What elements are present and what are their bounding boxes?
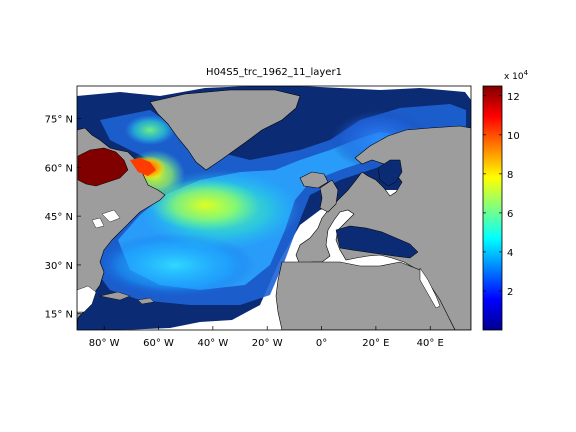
subpolar-plume [150,179,260,231]
great-lakes [91,209,121,229]
lat-tick-label: 30° N [45,261,73,272]
lon-tick-label: 40° W [197,338,228,349]
map-frame [76,85,472,331]
colorbar-tick-label: 12 [507,92,520,103]
lon-tick-label: 20° W [252,338,283,349]
greenland-land [149,89,301,171]
lon-tick-label: 0° [316,338,327,349]
map-title: H04S5_trc_1962_11_layer1 [206,67,342,78]
britain-land [319,179,339,213]
colorbar-tick-label: 10 [507,131,520,142]
red-sea [419,267,441,309]
mediterranean-sea [335,225,419,259]
iceland-land [299,171,329,189]
hudson-strait [130,158,156,176]
lat-tick-label: 75° N [45,115,73,126]
lat-tick-label: 60° N [45,163,73,174]
lat-tick-label: 45° N [45,212,73,223]
map-area [77,86,471,330]
caribbean-islands [99,291,155,305]
colorbar-axis: 2 4 6 8 10 12 [483,92,520,298]
lon-tick-label: 80° W [89,338,120,349]
lon-tick-label: 40° E [417,338,444,349]
colorbar: 2 4 6 8 10 12 x 104 [482,69,529,331]
lon-tick-label: 60° W [143,338,174,349]
gulf-of-mexico [77,285,97,313]
colorbar-exponent: x 104 [504,69,529,82]
colorbar-gradient [482,85,503,331]
lat-tick-label: 15° N [45,310,73,321]
lat-axis: 15° N 30° N 45° N 60° N 75° N [45,115,81,321]
colorbar-tick-label: 6 [507,209,513,220]
baltic-sea [377,159,403,187]
colorbar-tick-label: 4 [507,248,513,259]
source-region [77,147,129,187]
north-plume [125,115,175,145]
lon-axis: 80° W 60° W 40° W 20° W 0° 20° E 40° E [89,326,444,349]
colorbar-tick-label: 2 [507,287,513,298]
colorbar-tick-label: 8 [507,170,513,181]
lon-tick-label: 20° E [362,338,389,349]
